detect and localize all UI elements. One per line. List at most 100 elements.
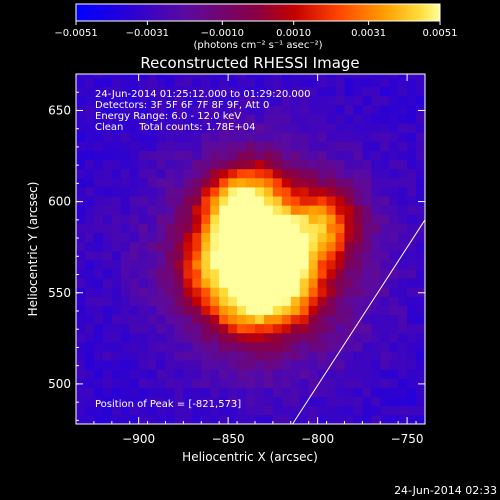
heatmap-pixel [129, 387, 140, 398]
heatmap-pixel [344, 278, 354, 288]
heatmap-pixel [281, 104, 292, 115]
heatmap-pixel [254, 332, 265, 343]
heatmap-pixel [147, 414, 157, 424]
heatmap-pixel [174, 341, 184, 352]
heatmap-pixel [201, 104, 211, 115]
heatmap-pixel [281, 141, 292, 151]
heatmap-pixel [317, 74, 327, 79]
heatmap-pixel [183, 232, 193, 243]
heatmap-pixel [129, 205, 140, 215]
heatmap-pixel [138, 378, 148, 388]
heatmap-pixel [335, 323, 345, 334]
heatmap-pixel [353, 351, 363, 361]
heatmap-pixel [183, 405, 193, 416]
heatmap-pixel [84, 150, 95, 161]
heatmap-pixel [380, 205, 390, 215]
heatmap-pixel [254, 141, 265, 151]
heatmap-pixel [281, 360, 292, 370]
heatmap-pixel [398, 104, 408, 115]
heatmap-pixel [210, 369, 220, 379]
heatmap-pixel [353, 74, 363, 79]
heatmap-pixel [246, 341, 256, 352]
heatmap-pixel [210, 396, 220, 407]
heatmap-pixel [228, 250, 238, 261]
heatmap-pixel [102, 378, 113, 388]
heatmap-pixel [102, 223, 113, 233]
heatmap-pixel [407, 332, 417, 343]
x-axis-label: Heliocentric X (arcsec) [182, 450, 318, 464]
heatmap-pixel [380, 123, 390, 133]
heatmap-pixel [76, 104, 86, 115]
heatmap-pixel [192, 378, 202, 388]
heatmap-pixel [317, 232, 327, 243]
heatmap-pixel [254, 177, 265, 188]
heatmap-pixel [228, 405, 238, 416]
heatmap-pixel [120, 305, 131, 316]
heatmap-pixel [299, 196, 310, 206]
heatmap-pixel [254, 123, 265, 133]
heatmap-pixel [281, 278, 292, 288]
heatmap-pixel [371, 360, 381, 370]
heatmap-pixel [147, 168, 157, 179]
heatmap-pixel [84, 187, 95, 197]
heatmap-pixel [371, 241, 381, 252]
heatmap-pixel [246, 369, 256, 379]
heatmap-pixel [129, 77, 140, 88]
heatmap-pixel [93, 159, 104, 170]
heatmap-pixel [210, 387, 220, 398]
heatmap-pixel [281, 196, 292, 206]
heatmap-pixel [228, 351, 238, 361]
heatmap-pixel [317, 132, 327, 142]
heatmap-pixel [147, 405, 157, 416]
heatmap-pixel [183, 196, 193, 206]
heatmap-pixel [317, 187, 327, 197]
heatmap-pixel [389, 414, 399, 424]
heatmap-pixel [272, 278, 283, 288]
heatmap-pixel [246, 141, 256, 151]
heatmap-pixel [353, 396, 363, 407]
heatmap-pixel [371, 205, 381, 215]
heatmap-pixel [201, 177, 211, 188]
heatmap-pixel [76, 360, 86, 370]
heatmap-pixel [380, 150, 390, 161]
heatmap-pixel [165, 168, 175, 179]
heatmap-pixel [237, 332, 247, 343]
heatmap-pixel [111, 405, 122, 416]
heatmap-pixel [335, 104, 345, 115]
heatmap-pixel [416, 232, 425, 243]
heatmap-pixel [272, 387, 283, 398]
heatmap-pixel [407, 77, 417, 88]
heatmap-pixel [192, 205, 202, 215]
heatmap-pixel [416, 132, 425, 142]
heatmap-pixel [344, 314, 354, 325]
colorbar-tick-label: 0.0010 [276, 28, 311, 39]
heatmap-pixel [308, 341, 319, 352]
heatmap-pixel [317, 177, 327, 188]
heatmap-pixel [111, 332, 122, 343]
heatmap-pixel [380, 351, 390, 361]
heatmap-pixel [344, 396, 354, 407]
heatmap-pixel [174, 187, 184, 197]
heatmap-pixel [281, 114, 292, 124]
heatmap-pixel [93, 123, 104, 133]
heatmap-pixel [290, 241, 301, 252]
heatmap-pixel [281, 305, 292, 316]
heatmap-pixel [290, 214, 301, 224]
heatmap-pixel [317, 414, 327, 424]
heatmap-pixel [335, 123, 345, 133]
heatmap-pixel [344, 405, 354, 416]
annotation-clean-counts: Clean Total counts: 1.78E+04 [95, 122, 255, 133]
heatmap-pixel [93, 114, 104, 124]
heatmap-pixel [353, 369, 363, 379]
heatmap-pixel [371, 396, 381, 407]
heatmap-pixel [308, 414, 319, 424]
heatmap-pixel [254, 351, 265, 361]
heatmap-pixel [299, 168, 310, 179]
heatmap-pixel [272, 414, 283, 424]
heatmap-pixel [210, 378, 220, 388]
annotation-detectors: Detectors: 3F 5F 6F 7F 8F 9F, Att 0 [95, 100, 269, 111]
heatmap-pixel [120, 396, 131, 407]
heatmap-pixel [380, 269, 390, 279]
heatmap-pixel [93, 360, 104, 370]
heatmap-pixel [210, 296, 220, 306]
